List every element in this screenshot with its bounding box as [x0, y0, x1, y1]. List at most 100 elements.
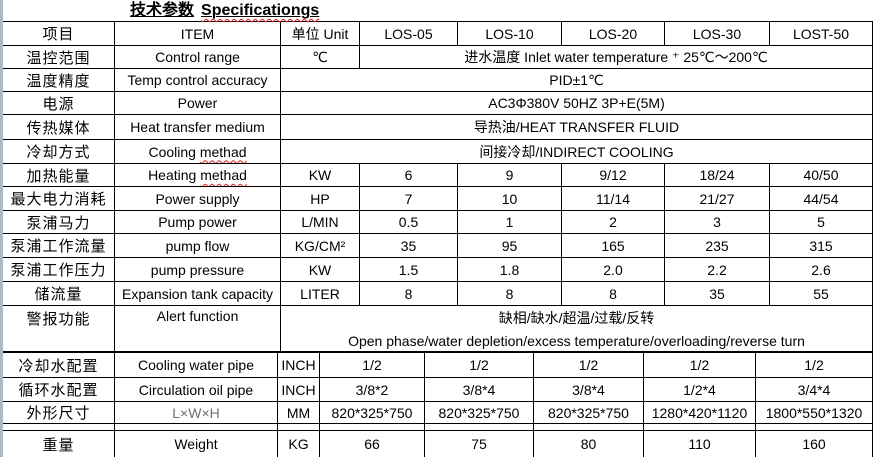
row-label-cn: 循环水配置	[2, 377, 115, 402]
value-lost50: 1800*550*1320	[755, 401, 873, 424]
row-label-en: Cooling methad	[114, 139, 281, 164]
value-los05: 820*325*750	[319, 401, 425, 424]
row-label-en: Expansion tank capacity	[114, 281, 281, 306]
row-label-cn: 冷却方式	[2, 139, 115, 164]
alert-merged-value: 缺相/缺水/超温/过载/反转 Open phase/water depletio…	[280, 305, 873, 352]
row-label-cn: 外形尺寸	[2, 401, 115, 424]
row-label-cn: 泵浦工作流量	[2, 233, 115, 258]
spec-table-lower: 冷却水配置 Cooling water pipe INCH 1/2 1/2 1/…	[2, 352, 873, 457]
row-pump-power: 泵浦马力 Pump power L/MIN 0.5 1 2 3 5	[2, 210, 873, 234]
value-los05: 8	[359, 281, 458, 306]
title-chinese: 技术参数	[130, 2, 195, 19]
value-los20: 165	[561, 233, 665, 258]
row-unit: KW	[280, 257, 360, 282]
value-los05: 66	[319, 430, 425, 457]
value-los10: 75	[424, 430, 534, 457]
row-label-cn: 温度精度	[2, 68, 115, 92]
row-label-en: Power supply	[114, 186, 281, 211]
row-unit: KW	[280, 163, 360, 187]
value-los20: 1/2	[533, 352, 644, 378]
header-model-los30: LOS-30	[664, 21, 770, 46]
row-cooling-method: 冷却方式 Cooling methad 间接冷却/INDIRECT COOLIN…	[2, 139, 873, 164]
row-label-en: Alert function	[114, 305, 281, 352]
row-label-cn: 重量	[2, 430, 115, 457]
value-lost50: 315	[769, 233, 873, 258]
value-los30: 1/2	[643, 352, 756, 378]
value-los30: 35	[664, 281, 770, 306]
value-los20: 2.0	[561, 257, 665, 282]
row-unit: INCH	[277, 352, 320, 378]
header-item-cn: 项目	[2, 21, 115, 46]
value-los10: 1.8	[457, 257, 562, 282]
row-label-en: Cooling water pipe	[114, 352, 278, 378]
value-los05: 6	[359, 163, 458, 187]
row-label-cn: 冷却水配置	[2, 352, 115, 378]
header-model-los20: LOS-20	[561, 21, 665, 46]
row-dimensions: 外形尺寸 L×W×H MM 820*325*750 820*325*750 82…	[2, 401, 873, 424]
row-unit: INCH	[277, 377, 320, 402]
spacer-cell	[533, 423, 644, 431]
value-lost50: 160	[755, 430, 873, 457]
row-pump-flow: 泵浦工作流量 pump flow KG/CM² 35 95 165 235 31…	[2, 233, 873, 258]
value-los30: 1/2*4	[643, 377, 756, 402]
header-unit: 单位 Unit	[280, 21, 360, 46]
title-english: Specificationgs	[201, 2, 320, 19]
value-los20: 9/12	[561, 163, 665, 187]
row-label-en: Circulation oil pipe	[114, 377, 278, 402]
page-title-text: 技术参数 Specificationgs	[130, 2, 319, 19]
value-los10: 95	[457, 233, 562, 258]
page-title: 技术参数 Specificationgs	[130, 1, 873, 21]
row-merged-value: 进水温度 Inlet water temperature ⁺ 25℃～200℃	[359, 45, 873, 69]
row-merged-value: 导热油/HEAT TRANSFER FLUID	[280, 114, 873, 140]
value-lost50: 1/2	[755, 352, 873, 378]
alert-value-en: Open phase/water depletion/excess temper…	[348, 333, 805, 349]
row-merged-value: PID±1℃	[280, 68, 873, 92]
value-los20: 820*325*750	[533, 401, 644, 424]
row-label-cn: 加热能量	[2, 163, 115, 187]
row-temp-accuracy: 温度精度 Temp control accuracy PID±1℃	[2, 68, 873, 92]
value-los20: 80	[533, 430, 644, 457]
value-lost50: 40/50	[769, 163, 873, 187]
row-control-range: 温控范围 Control range ℃ 进水温度 Inlet water te…	[2, 45, 873, 69]
value-los30: 110	[643, 430, 756, 457]
row-unit: MM	[277, 401, 320, 424]
value-los30: 18/24	[664, 163, 770, 187]
row-label-en-text: Cooling	[148, 143, 200, 160]
row-label-en: pump pressure	[114, 257, 281, 282]
row-alert-function: 警报功能 Alert function 缺相/缺水/超温/过载/反转 Open …	[2, 305, 873, 352]
header-model-los05: LOS-05	[359, 21, 458, 46]
value-los10: 8	[457, 281, 562, 306]
row-label-cn: 温控范围	[2, 45, 115, 69]
value-los20: 2	[561, 210, 665, 234]
row-merged-value: 间接冷却/INDIRECT COOLING	[280, 139, 873, 164]
value-los30: 3	[664, 210, 770, 234]
value-los05: 0.5	[359, 210, 458, 234]
row-merged-value: AC3Φ380V 50HZ 3P+E(5M)	[280, 91, 873, 115]
value-los30: 2.2	[664, 257, 770, 282]
value-los30: 21/27	[664, 186, 770, 211]
spacer-cell	[755, 423, 873, 431]
value-los10: 9	[457, 163, 562, 187]
row-unit: ℃	[280, 45, 360, 69]
row-circulation-oil-pipe: 循环水配置 Circulation oil pipe INCH 3/8*2 3/…	[2, 377, 873, 402]
value-los30: 1280*420*1120	[643, 401, 756, 424]
row-cooling-water-pipe: 冷却水配置 Cooling water pipe INCH 1/2 1/2 1/…	[2, 352, 873, 378]
row-tank-capacity: 储流量 Expansion tank capacity LITER 8 8 8 …	[2, 281, 873, 306]
row-label-cn: 储流量	[2, 281, 115, 306]
spacer-cell	[424, 423, 534, 431]
row-unit: HP	[280, 186, 360, 211]
row-label-en: Power	[114, 91, 281, 115]
value-los20: 8	[561, 281, 665, 306]
row-label-en: Heat transfer medium	[114, 114, 281, 140]
header-model-los10: LOS-10	[457, 21, 562, 46]
value-los05: 7	[359, 186, 458, 211]
row-heating: 加热能量 Heating methad KW 6 9 9/12 18/24 40…	[2, 163, 873, 187]
row-label-en: Temp control accuracy	[114, 68, 281, 92]
header-row: 项目 ITEM 单位 Unit LOS-05 LOS-10 LOS-20 LOS…	[2, 21, 873, 46]
misspelled-word: methad	[200, 167, 247, 183]
window-edge-strip	[0, 0, 3, 457]
row-unit: KG/CM²	[280, 233, 360, 258]
value-lost50: 44/54	[769, 186, 873, 211]
row-weight: 重量 Weight KG 66 75 80 110 160	[2, 430, 873, 457]
